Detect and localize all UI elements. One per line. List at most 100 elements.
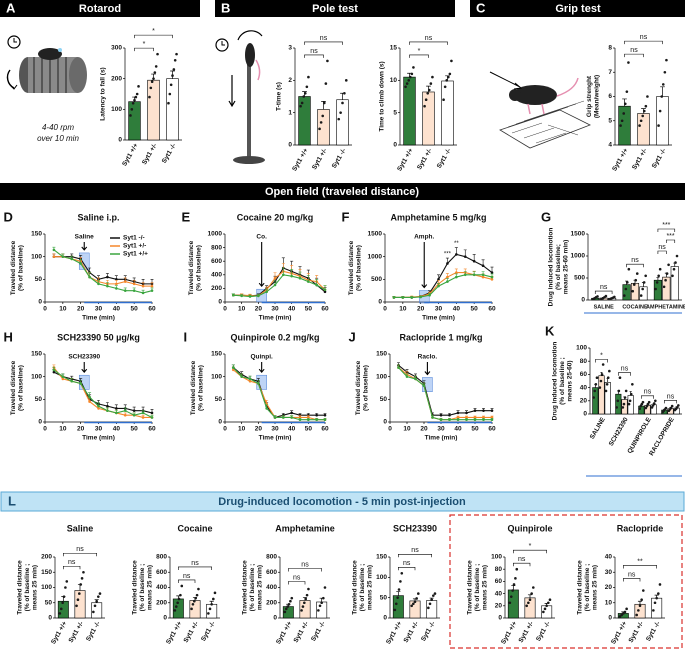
section-letter: A [6,0,16,15]
data-point [645,404,649,408]
significance-label: ** [637,558,643,565]
data-point [627,61,630,64]
series-marker [448,418,451,422]
series-marker [401,296,405,299]
data-point [653,601,657,605]
x-tick-label: 30 [95,306,103,313]
significance-label: ns [621,366,629,373]
data-point [445,79,449,82]
series-marker [106,284,109,288]
data-point [599,379,603,383]
panel-letter: K [545,323,555,338]
section-bar [0,183,685,200]
y-tick-label: 2 [288,77,292,84]
significance-label: * [529,543,532,550]
data-point [635,272,639,275]
data-point [95,599,98,603]
chart-title: Cocaine [177,523,212,533]
significance-label: ns [631,257,639,264]
bar [441,80,454,146]
y-tick-label: 100 [376,373,387,380]
error-bar [622,98,627,107]
significance-label: * [418,48,421,55]
x-axis-label: Time (min) [82,315,115,322]
data-point [532,586,535,589]
series-marker [455,253,458,256]
y-tick-label: 60 [495,578,503,585]
data-point [660,95,664,98]
y-tick-label: 0 [273,615,277,622]
y-tick-label: 0 [378,299,382,306]
data-point [75,604,78,608]
series-marker [61,255,65,258]
data-point [626,281,629,284]
injection-label: SCH23390 [68,354,100,361]
data-point [443,85,447,89]
significance-bracket [595,359,608,363]
y-tick-label: 400 [266,584,277,591]
data-point [319,121,323,124]
data-point [341,101,344,105]
data-point [525,604,528,608]
data-point [620,119,624,123]
y-tick-label: 7 [608,69,612,76]
x-tick-label: 0 [223,426,227,433]
y-axis-label: means 25 min) [592,565,599,610]
significance-label: ns [658,244,666,251]
series-marker [115,407,118,410]
series-marker [123,413,127,417]
significance-bracket [657,250,667,254]
series-marker [132,413,136,417]
data-point [620,613,623,617]
y-axis-label: Drug induced locomotion [552,342,559,421]
y-tick-label: 20 [605,584,613,591]
data-point [617,389,621,393]
y-axis-label: means 25 min) [367,565,374,610]
series-marker [472,259,476,263]
x-axis-label: Time (min) [259,435,292,442]
data-point [208,607,212,611]
series-marker [307,418,310,422]
significance-bracket [409,54,429,58]
series-marker [52,368,56,372]
y-tick-label: 5 [608,117,612,124]
y-tick-label: 10 [605,599,613,606]
data-point [512,583,516,586]
x-tick-label: 0 [223,306,227,313]
y-tick-label: 600 [211,258,222,265]
data-point [642,109,646,113]
data-point [410,72,414,76]
data-point [193,599,196,603]
data-point [530,592,533,595]
series-marker [290,411,293,415]
bar [670,266,679,301]
data-point [413,600,417,604]
series-marker [463,255,467,258]
x-axis-label: Time (min) [425,435,458,442]
data-point [652,402,656,405]
y-axis-label: Traveled distance [17,560,24,615]
significance-bracket [398,566,416,571]
y-tick-label: 20 [580,398,588,405]
series-marker [428,293,431,297]
significance-bracket [288,581,306,585]
data-point [446,75,450,79]
data-point [320,601,323,605]
data-point [423,104,426,108]
data-point [654,287,657,291]
data-point [301,605,305,608]
data-point [619,124,622,127]
data-point [343,91,346,95]
data-point [168,92,172,96]
y-tick-label: 400 [211,272,222,279]
y-tick-label: 150 [376,351,387,358]
data-point [322,101,326,105]
series-marker [248,377,252,381]
data-point [130,108,134,111]
section-title: Grip test [555,3,601,15]
data-point [399,580,402,583]
x-tick-label: 30 [271,426,279,433]
x-tick-label: 60 [488,426,496,433]
y-tick-label: 150 [211,351,222,358]
bar [422,91,435,146]
